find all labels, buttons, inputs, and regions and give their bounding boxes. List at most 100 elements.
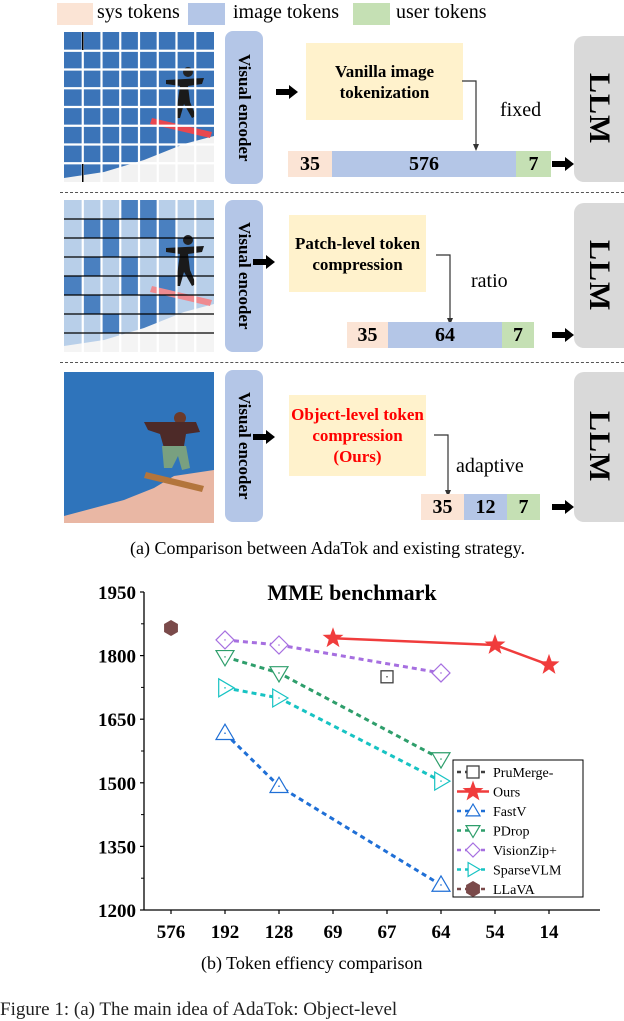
triangle-up-marker-icon <box>214 723 236 741</box>
triangle-down-marker-icon <box>430 752 452 770</box>
triangle-up-marker-icon <box>268 776 290 794</box>
visual-encoder-block-1: Visual encoder <box>225 31 263 184</box>
token-count-image: 576 <box>332 151 516 177</box>
star-marker-icon <box>538 653 560 674</box>
arrow-right-icon <box>253 430 275 444</box>
legend-label-image: image tokens <box>233 1 340 23</box>
legend-entry-label: VisionZip+ <box>493 844 557 859</box>
token-legend: sys tokens image tokens user tokens <box>0 1 624 27</box>
connector-arrow-2 <box>436 254 453 325</box>
series-line-fastv <box>223 732 442 887</box>
y-tick-label: 1800 <box>98 647 136 668</box>
process-label-line2: compression <box>312 254 403 274</box>
caption-b: (b) Token effiency comparison <box>201 953 423 973</box>
legend-label-sys: sys tokens <box>97 1 180 23</box>
token-count-user: 7 <box>502 322 534 348</box>
llm-block-2: LLM <box>574 203 624 348</box>
llm-label: LLM <box>583 239 616 312</box>
caption-a: (a) Comparison between AdaTok and existi… <box>130 538 525 558</box>
snowboarder-image-full-grid <box>64 32 214 182</box>
y-tick-label: 1500 <box>98 774 136 795</box>
x-tick-label: 14 <box>540 922 560 943</box>
row-divider <box>60 362 624 363</box>
mode-label-ratio: ratio <box>471 270 508 292</box>
arrow-right-icon <box>253 255 275 269</box>
legend-swatch-sys <box>57 3 93 25</box>
arrow-right-icon <box>552 500 574 514</box>
process-label-line1: Patch-level token <box>294 233 421 253</box>
token-bar-2: 35 64 7 <box>347 322 534 348</box>
process-label-line1: Vanilla image <box>334 61 435 81</box>
diamond-marker-icon <box>465 842 481 858</box>
arrow-right-icon <box>276 85 298 99</box>
process-label-line2: tokenization <box>339 82 430 102</box>
row-divider <box>60 192 624 193</box>
star-marker-icon <box>484 634 506 654</box>
arrow-right-icon <box>552 157 574 171</box>
snowboarder-image-patch-grid <box>64 200 214 352</box>
x-tick-label: 67 <box>378 922 398 943</box>
x-tick-label: 576 <box>157 922 186 943</box>
x-tick-label: 54 <box>486 922 506 943</box>
chart-title: MME benchmark <box>267 580 437 605</box>
object-compression-block: Object-level token compression (Ours) <box>289 395 426 476</box>
llm-block-1: LLM <box>574 36 624 182</box>
y-tick-label: 1650 <box>98 710 136 731</box>
x-tick-label: 69 <box>324 922 343 943</box>
legend-swatch-image <box>188 3 225 25</box>
square-marker-icon <box>466 765 480 779</box>
connector-arrow-1 <box>462 80 479 151</box>
token-bar-1: 35 576 7 <box>288 151 551 177</box>
hexagon-marker-icon <box>466 881 480 897</box>
token-count-sys: 35 <box>347 322 388 348</box>
token-count-image: 12 <box>464 494 507 520</box>
process-label-line1: Object-level token <box>291 405 424 424</box>
x-tick-label: 128 <box>265 922 294 943</box>
visual-encoder-label: Visual encoder <box>235 53 254 162</box>
triangle-down-marker-icon <box>464 824 482 839</box>
token-count-sys: 35 <box>288 151 332 177</box>
triangle-down-marker-icon <box>268 666 290 684</box>
series-line-ours <box>332 636 550 667</box>
star-marker-icon <box>462 780 484 801</box>
legend-swatch-user <box>353 3 390 25</box>
triangle-right-marker-icon <box>434 771 452 792</box>
token-bar-3: 35 12 7 <box>421 494 540 520</box>
llm-label: LLM <box>583 73 616 145</box>
figure-caption-partial: Figure 1: (a) The main idea of AdaTok: O… <box>0 999 398 1020</box>
token-count-sys: 35 <box>421 494 464 520</box>
mode-label-fixed: fixed <box>500 99 542 121</box>
triangle-down-marker-icon <box>214 649 236 668</box>
llm-label: LLM <box>583 411 616 483</box>
process-label-line3: (Ours) <box>333 447 382 466</box>
mode-label-adaptive: adaptive <box>456 455 524 477</box>
y-tick-label: 1950 <box>98 583 136 604</box>
token-count-image: 64 <box>388 322 502 348</box>
series-line-visionzip <box>224 638 442 675</box>
star-marker-icon <box>322 627 344 648</box>
legend-entry-label: PruMerge- <box>493 766 554 781</box>
token-count-user: 7 <box>516 151 551 177</box>
hexagon-marker-icon <box>164 620 178 637</box>
snowboarder-image-object <box>64 372 214 523</box>
visual-encoder-label: Visual encoder <box>235 392 254 500</box>
visual-encoder-block-2: Visual encoder <box>225 200 263 352</box>
legend-entry-label: Ours <box>493 786 520 801</box>
legend-entry-label: SparseVLM <box>493 864 562 879</box>
visual-encoder-label: Visual encoder <box>235 222 254 330</box>
y-tick-label: 1350 <box>98 837 136 858</box>
x-tick-label: 192 <box>211 922 240 943</box>
patch-compression-block: Patch-level token compression <box>289 215 426 292</box>
legend-entry-label: LLaVA <box>493 883 536 898</box>
vanilla-tokenization-block: Vanilla image tokenization <box>306 43 463 120</box>
llm-block-3: LLM <box>574 372 624 522</box>
triangle-right-marker-icon <box>272 687 290 709</box>
legend-entry-label: FastV <box>493 805 526 820</box>
y-tick-label: 1200 <box>98 901 136 922</box>
visual-encoder-block-3: Visual encoder <box>225 370 263 522</box>
arrow-right-icon <box>552 328 574 342</box>
connector-arrow-3 <box>434 434 451 497</box>
triangle-up-marker-icon <box>464 802 482 817</box>
x-tick-label: 64 <box>432 922 452 943</box>
process-label-line2: compression <box>312 426 403 445</box>
